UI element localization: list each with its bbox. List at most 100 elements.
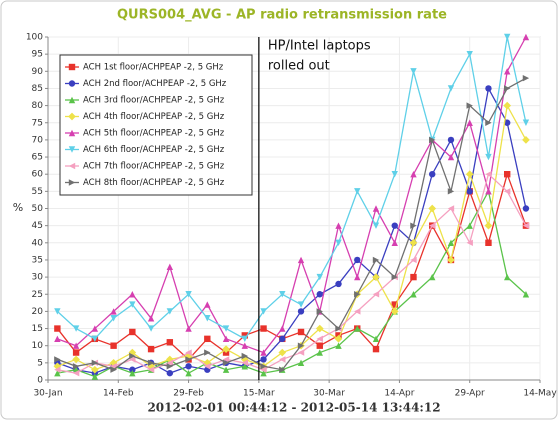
y-axis-label: % xyxy=(13,201,23,214)
marker xyxy=(68,146,76,153)
annotation-text: rolled out xyxy=(268,59,330,74)
marker xyxy=(316,342,323,349)
marker xyxy=(72,325,80,332)
y-tick-label: 85 xyxy=(32,84,43,94)
marker xyxy=(410,256,417,264)
marker xyxy=(147,325,155,332)
marker xyxy=(222,356,230,363)
marker xyxy=(410,222,417,229)
marker xyxy=(429,273,436,281)
marker xyxy=(335,239,342,246)
marker xyxy=(447,256,455,264)
marker xyxy=(429,222,436,229)
marker xyxy=(504,171,511,178)
y-tick-label: 30 xyxy=(32,273,44,283)
series-line xyxy=(57,77,527,371)
marker xyxy=(147,315,155,322)
y-tick-label: 10 xyxy=(32,341,44,351)
marker xyxy=(72,355,80,364)
x-tick-label: 30-Mar xyxy=(313,389,345,399)
marker xyxy=(68,80,76,87)
marker xyxy=(335,280,342,288)
marker xyxy=(335,325,342,332)
marker xyxy=(485,171,492,178)
marker xyxy=(522,291,530,298)
marker xyxy=(522,119,530,126)
marker xyxy=(147,359,155,367)
marker xyxy=(485,188,492,195)
marker xyxy=(316,308,323,315)
legend-label: ACH 6th floor/ACHPEAP -2, 5 GHz xyxy=(83,145,225,155)
y-tick-label: 0 xyxy=(37,376,43,386)
marker xyxy=(204,301,211,308)
marker xyxy=(185,356,192,363)
marker xyxy=(372,222,380,229)
marker xyxy=(390,307,399,316)
marker xyxy=(466,119,473,126)
marker xyxy=(316,273,323,281)
marker xyxy=(129,366,136,373)
y-tick-label: 100 xyxy=(26,33,43,43)
y-tick-label: 50 xyxy=(32,204,44,214)
y-tick-label: 80 xyxy=(32,101,44,111)
marker xyxy=(68,129,76,137)
marker xyxy=(166,359,174,367)
marker xyxy=(391,273,398,281)
marker xyxy=(129,328,136,336)
marker xyxy=(68,179,76,186)
y-tick-label: 20 xyxy=(32,307,44,317)
marker xyxy=(129,356,136,363)
marker xyxy=(372,291,380,298)
marker xyxy=(91,359,99,367)
marker xyxy=(54,325,61,332)
marker xyxy=(185,291,192,298)
y-tick-label: 45 xyxy=(32,221,43,231)
marker xyxy=(504,119,511,126)
marker xyxy=(222,359,230,367)
y-tick-label: 35 xyxy=(32,255,43,265)
y-tick-label: 75 xyxy=(32,118,43,128)
legend-label: ACH 5th floor/ACHPEAP -2, 5 GHz xyxy=(83,129,225,139)
marker xyxy=(166,369,174,377)
marker xyxy=(391,171,398,178)
marker xyxy=(410,171,417,178)
marker xyxy=(185,369,192,377)
marker xyxy=(54,335,61,343)
marker xyxy=(297,349,305,356)
marker xyxy=(297,359,305,367)
marker xyxy=(297,301,305,308)
marker xyxy=(315,324,324,333)
marker xyxy=(372,256,380,264)
series-line xyxy=(57,189,527,378)
series-line xyxy=(57,86,527,374)
legend-label: ACH 4th floor/ACHPEAP -2, 5 GHz xyxy=(83,112,225,122)
x-tick-label: 30-Jan xyxy=(33,389,62,399)
marker xyxy=(72,363,80,370)
marker xyxy=(166,263,174,271)
marker xyxy=(204,363,211,370)
marker xyxy=(429,136,436,144)
x-tick-label: 29-Feb xyxy=(173,389,204,399)
marker xyxy=(297,256,305,264)
marker xyxy=(260,363,267,370)
marker xyxy=(372,335,380,343)
legend-label: ACH 3rd floor/ACHPEAP -2, 5 GHz xyxy=(83,96,225,106)
chart-title: QURS004_AVG - AP radio retransmission ra… xyxy=(117,8,447,23)
marker xyxy=(372,345,380,353)
marker xyxy=(372,273,380,281)
marker xyxy=(466,239,473,246)
marker xyxy=(166,339,174,346)
marker xyxy=(354,325,361,332)
marker xyxy=(279,325,286,332)
marker xyxy=(91,365,99,374)
x-tick-label: 14-Apr xyxy=(384,389,414,399)
marker xyxy=(485,239,492,246)
series-line xyxy=(57,36,527,354)
marker xyxy=(410,68,417,75)
marker xyxy=(241,352,248,360)
marker xyxy=(354,273,361,281)
y-tick-label: 60 xyxy=(32,170,44,180)
marker xyxy=(503,101,512,110)
marker xyxy=(54,369,61,377)
